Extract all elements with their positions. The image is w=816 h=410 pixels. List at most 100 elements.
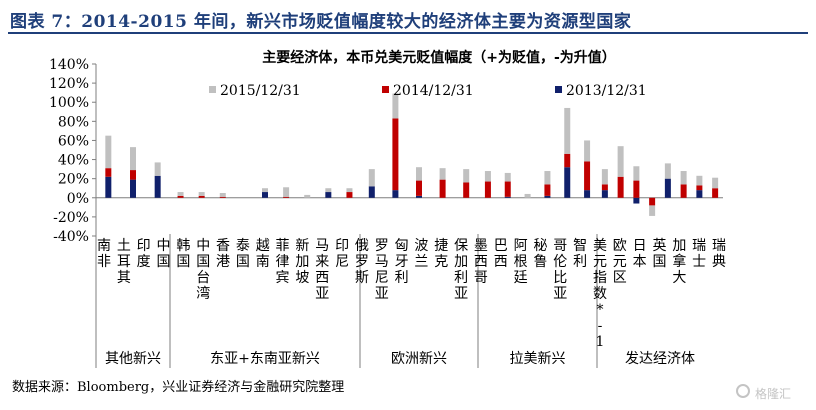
- bar-2015/12/31: [368, 169, 375, 187]
- category-label-char: 加: [672, 238, 686, 254]
- bar-2015/12/31: [617, 146, 624, 177]
- bar-2014/12/31: [392, 118, 399, 191]
- bar-2015/12/31: [544, 171, 551, 185]
- category-label: 俄罗斯: [355, 238, 369, 286]
- bar-2015/12/31: [130, 147, 136, 171]
- category-label-char: 美: [593, 238, 607, 254]
- bar-2013/12/31: [544, 195, 551, 198]
- category-label-char: 中: [157, 238, 171, 254]
- category-label-char: 元: [613, 254, 627, 270]
- category-label: 马来西亚: [315, 238, 329, 302]
- bar-2013/12/31: [664, 178, 671, 198]
- bar-2015/12/31: [649, 205, 656, 216]
- group-label: 发达经济体: [625, 351, 695, 367]
- category-label-char: 西: [474, 254, 488, 270]
- category-label-char: 港: [216, 254, 230, 270]
- legend-swatch: [209, 86, 216, 93]
- bar-2014/12/31: [130, 170, 136, 180]
- category-label-char: 日: [633, 238, 647, 254]
- y-tick-label: 0%: [67, 191, 89, 207]
- y-tick-label: 80%: [58, 114, 89, 130]
- bar-2015/12/31: [680, 171, 687, 185]
- bar-2013/12/31: [368, 186, 375, 198]
- category-label: 印尼: [335, 238, 349, 270]
- bar-2015/12/31: [584, 140, 591, 162]
- bar-2015/12/31: [177, 192, 184, 196]
- category-label-char: 非: [97, 254, 111, 270]
- category-label-char: 智: [573, 238, 587, 254]
- category-label-char: 利: [395, 270, 409, 286]
- category-label-char: 耳: [117, 254, 131, 270]
- category-label: 保加利亚: [454, 238, 468, 302]
- category-label: 匈牙利: [395, 238, 409, 286]
- category-label-char: 本: [633, 254, 647, 270]
- bar-2014/12/31: [680, 184, 687, 198]
- bar-2014/12/31: [696, 185, 703, 191]
- bar-2014/12/31: [416, 180, 422, 196]
- category-label-char: 马: [375, 254, 389, 270]
- bar-2015/12/31: [484, 171, 491, 182]
- bar-2014/12/31: [617, 176, 624, 198]
- category-label-char: 国: [196, 254, 210, 270]
- category-label: 秘鲁: [533, 238, 547, 270]
- bar-2014/12/31: [177, 195, 184, 198]
- bar-2014/12/31: [463, 182, 470, 198]
- bar-2014/12/31: [712, 188, 719, 198]
- category-label: 欧元区: [613, 238, 627, 286]
- category-label: 越南: [256, 238, 270, 270]
- category-label-char: 南: [256, 254, 270, 270]
- bar-2014/12/31: [283, 196, 290, 198]
- category-label-char: 尼: [375, 270, 389, 286]
- category-label-char: 亚: [315, 286, 329, 302]
- category-label-char: 保: [454, 238, 468, 254]
- category-label-char: 元: [593, 254, 607, 270]
- bar-2014/12/31: [564, 153, 571, 168]
- category-label-char: 捷: [434, 238, 448, 254]
- category-label-char: 尼: [335, 254, 349, 270]
- category-label-char: 鲁: [533, 254, 547, 270]
- bar-2015/12/31: [198, 192, 205, 196]
- category-label-char: 香: [216, 238, 230, 254]
- category-label-char: 瑞: [712, 238, 726, 254]
- bar-2015/12/31: [325, 188, 332, 193]
- category-label-char: 兰: [414, 254, 428, 270]
- category-label: 日本: [633, 238, 647, 270]
- category-label-char: 数: [593, 286, 607, 302]
- category-label: 波兰: [414, 238, 428, 270]
- bar-2014/12/31: [219, 196, 226, 198]
- y-tick-label: 40%: [58, 153, 89, 169]
- category-label: 哥伦比亚: [553, 238, 567, 302]
- y-tick-label: -40%: [53, 229, 89, 245]
- category-label-char: 阿: [514, 238, 528, 254]
- bar-2014/12/31: [601, 184, 608, 191]
- legend-label: 2014/12/31: [393, 83, 474, 99]
- category-label-char: 哥: [553, 238, 567, 254]
- category-label: 智利: [573, 238, 587, 270]
- category-label-char: *: [596, 302, 603, 318]
- category-label: 土耳其: [117, 238, 131, 286]
- legend-swatch: [555, 86, 562, 93]
- bar-2015/12/31: [633, 166, 640, 181]
- category-label: 中国: [157, 238, 171, 270]
- category-label-char: 根: [514, 254, 528, 270]
- legend-label: 2015/12/31: [220, 83, 301, 99]
- category-label-char: 宾: [276, 270, 290, 286]
- category-label-char: 度: [137, 254, 151, 270]
- category-label-char: 罗: [355, 254, 369, 270]
- category-label-char: 墨: [474, 238, 488, 254]
- category-label: 巴西: [494, 238, 508, 270]
- category-label-char: 加: [454, 254, 468, 270]
- category-label-char: 区: [613, 270, 627, 286]
- source-note: 数据来源：Bloomberg，兴业证券经济与金融研究院整理: [12, 380, 345, 395]
- bar-2014/12/31: [584, 161, 591, 191]
- category-label-char: 伦: [553, 254, 567, 270]
- bar-2014/12/31: [544, 184, 551, 196]
- category-label-char: 罗: [375, 238, 389, 254]
- watermark-text: 格隆汇: [755, 387, 792, 401]
- category-label-char: 瑞: [692, 238, 706, 254]
- bar-2015/12/31: [392, 93, 399, 119]
- category-label-char: 西: [494, 254, 508, 270]
- bar-2015/12/31: [105, 135, 112, 169]
- bar-2013/12/31: [696, 190, 703, 198]
- category-label-char: 来: [315, 254, 329, 270]
